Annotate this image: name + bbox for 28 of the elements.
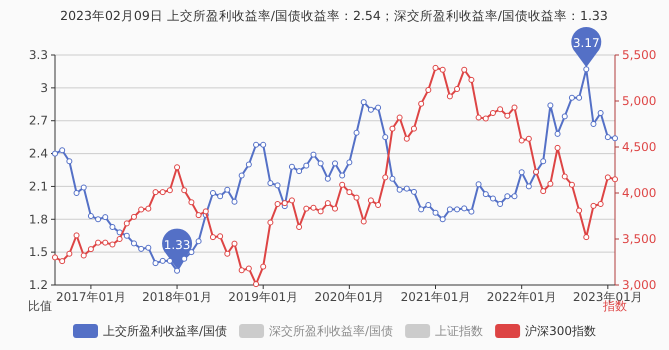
legend-label: 上证指数	[435, 324, 484, 338]
x-tick-label: 2020年01月	[314, 290, 384, 304]
y2-tick-label: 3,000	[622, 278, 656, 292]
chart-title: 2023年02月09日 上交所盈利收益率/国债收益率：2.54；深交所盈利收益率/国债收益率：1.33	[60, 8, 608, 23]
y2-tick-label: 3,500	[622, 232, 656, 246]
data-label: 1.33	[164, 238, 190, 252]
y-tick-label: 2.4	[28, 146, 48, 161]
y-tick-label: 1.2	[28, 278, 48, 292]
y2-tick-label: 5,500	[622, 48, 656, 62]
y-tick-label: 2.7	[28, 114, 48, 128]
legend-label: 上交所盈利收益率/国债	[103, 324, 228, 338]
x-tick-label: 2019年01月	[228, 290, 298, 304]
y-tick-label: 3	[40, 80, 48, 95]
y2-tick-label: 4,000	[622, 186, 656, 200]
data-label: 3.17	[572, 36, 600, 50]
y2-tick-label: 4,500	[622, 140, 656, 154]
y2-tick-label: 5,000	[622, 94, 656, 108]
y-tick-label: 3.3	[28, 48, 48, 62]
y-axis-title: 比值	[28, 299, 52, 313]
y-tick-label: 1.8	[28, 212, 48, 226]
y-tick-label: 1.5	[28, 245, 48, 260]
x-tick-label: 2021年01月	[400, 290, 470, 304]
x-tick-label: 2018年01月	[142, 290, 212, 304]
legend-label: 深交所盈利收益率/国债	[269, 324, 394, 338]
y-tick-label: 2.1	[28, 179, 48, 194]
x-tick-label: 2017年01月	[56, 290, 126, 304]
legend-label: 沪深300指数	[525, 324, 596, 338]
x-tick-label: 2022年01月	[486, 290, 557, 304]
